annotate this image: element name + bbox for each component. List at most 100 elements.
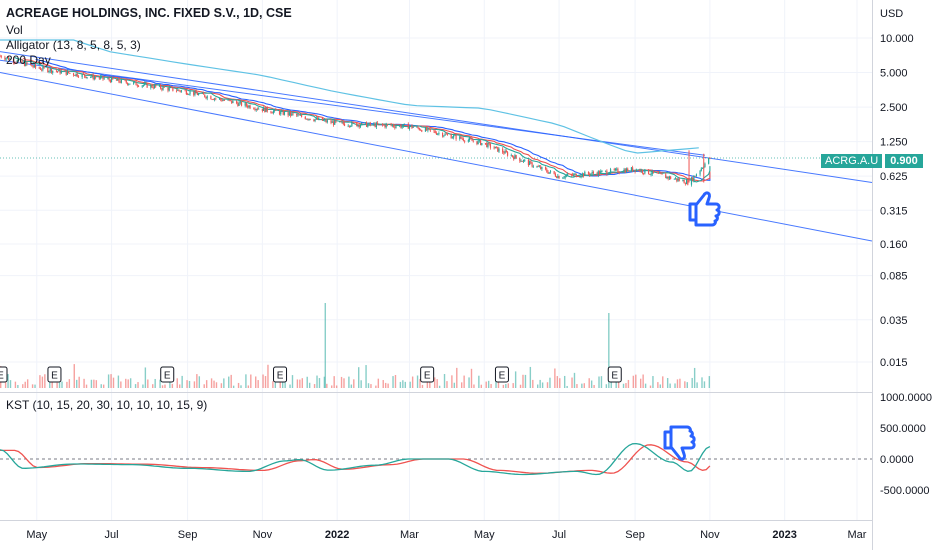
candle-body (557, 175, 559, 178)
candle (617, 167, 619, 173)
volume-bar (365, 365, 367, 388)
candle (438, 131, 440, 136)
candle-body (59, 69, 61, 74)
trend-channel[interactable] (0, 51, 873, 242)
volume-bar (644, 383, 647, 388)
candle-body (112, 77, 114, 80)
candle-body (520, 161, 522, 162)
volume-bar (228, 376, 230, 388)
candle (513, 155, 515, 161)
legend-200day[interactable]: 200 Day (6, 53, 51, 67)
volume-bar (220, 383, 223, 388)
candle-body (292, 113, 294, 115)
candle (574, 172, 576, 176)
candle-body (77, 76, 80, 78)
earnings-marker: E (160, 366, 175, 383)
volume-bar (164, 384, 166, 388)
candle (622, 171, 624, 174)
candle-body (343, 123, 346, 126)
candle-body (591, 171, 593, 174)
volume-bar (26, 379, 29, 388)
candle-body (220, 98, 222, 100)
candle-body (515, 155, 517, 158)
candle (236, 100, 238, 105)
candle-body (541, 167, 543, 170)
candle-body (110, 77, 113, 83)
candle (454, 134, 456, 136)
volume-bar (659, 384, 662, 388)
candle-body (136, 85, 138, 87)
candle-body (601, 170, 603, 172)
candle-body (695, 174, 697, 177)
volume-bar (159, 379, 161, 388)
thumb-hand (694, 191, 721, 227)
volume-bar (590, 380, 593, 388)
candle (515, 154, 517, 160)
candle-body (339, 121, 341, 123)
channel-line (0, 72, 873, 242)
candle-body (172, 87, 174, 91)
kst-label[interactable]: KST (10, 15, 20, 30, 10, 10, 10, 15, 9) (6, 398, 208, 412)
volume-bar (68, 379, 71, 388)
thumbs-up-icon[interactable] (688, 191, 721, 227)
volume-bar (652, 376, 654, 388)
candle (687, 178, 689, 186)
candle-body (247, 105, 249, 108)
volume-bar (316, 375, 318, 388)
candle (541, 166, 543, 171)
volume-bar (358, 367, 360, 388)
candle-body (92, 74, 94, 79)
earnings-label: E (164, 371, 171, 382)
candle (160, 84, 162, 90)
volume-bar (152, 384, 154, 388)
candle-body (352, 122, 354, 123)
candle (581, 172, 583, 178)
candle-body (296, 113, 298, 116)
candle-body (377, 122, 379, 125)
earnings-label: E (0, 371, 4, 382)
volume-bar (120, 381, 122, 388)
volume-bar (100, 384, 102, 388)
candle-body (109, 79, 111, 83)
pointing-hand-icon[interactable] (663, 425, 696, 461)
candle (633, 169, 635, 172)
legend-vol[interactable]: Vol (6, 23, 23, 37)
candle-body (316, 117, 319, 120)
candle-body (155, 85, 157, 87)
volume-bar (237, 382, 240, 388)
volume-bar (125, 378, 127, 388)
candle (678, 176, 680, 182)
candle-body (670, 176, 672, 179)
candle-body (635, 169, 637, 172)
candle-body (298, 114, 300, 116)
legend-alligator[interactable]: Alligator (13, 8, 5, 8, 5, 3) (6, 38, 141, 52)
candle-body (497, 146, 499, 152)
candle (377, 121, 379, 125)
candle-body (134, 81, 136, 83)
volume-bar (95, 380, 98, 388)
candle-body (43, 66, 45, 68)
candle-body (498, 148, 500, 152)
candle (660, 172, 662, 175)
earnings-marker: E (273, 366, 288, 383)
candle (124, 79, 126, 82)
y-axis-unit: USD (880, 8, 903, 20)
candle-body (222, 100, 224, 102)
candle (563, 175, 565, 179)
annotation-icons[interactable] (663, 191, 721, 461)
candle (210, 95, 212, 100)
thumb-hand (669, 425, 696, 461)
candle (305, 118, 308, 120)
candle (357, 124, 359, 128)
candle-body (280, 111, 282, 115)
candle (274, 108, 276, 113)
candle-body (605, 170, 607, 172)
candle (72, 72, 75, 77)
candle (12, 56, 15, 65)
candle-body (82, 74, 84, 75)
candle (222, 98, 224, 102)
candle (95, 75, 97, 80)
candle (323, 118, 325, 122)
volume-bar (478, 375, 480, 388)
candle-body (65, 70, 67, 75)
